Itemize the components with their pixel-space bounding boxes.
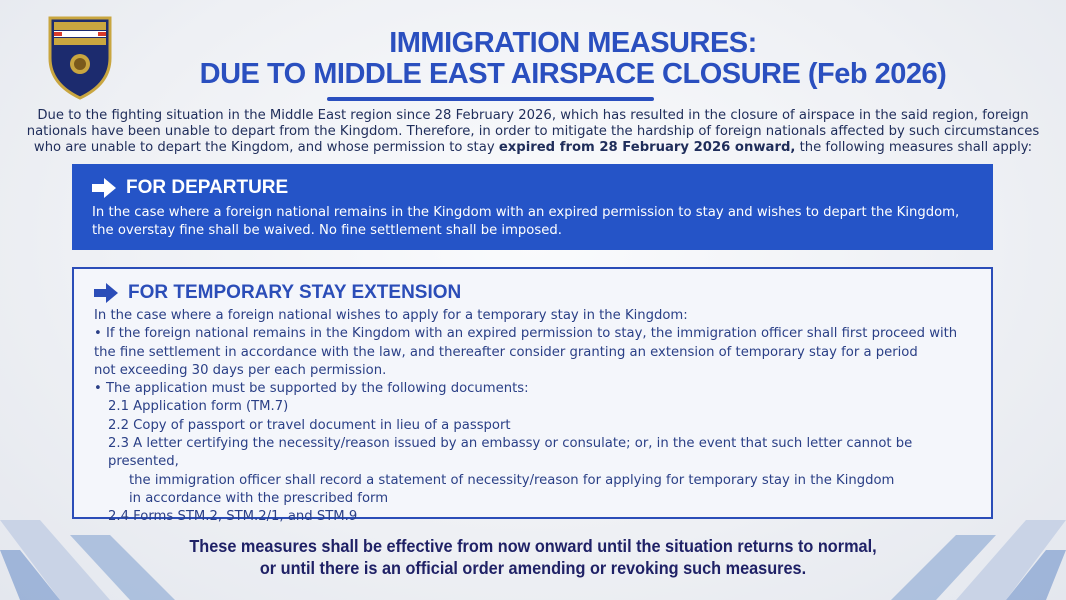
document-item: 2.1 Application form (TM.7) (108, 399, 289, 415)
extension-bullet: • The application must be supported by t… (94, 381, 529, 397)
extension-bullet: • If the foreign national remains in the… (94, 326, 958, 342)
document-item-cont: the immigration officer shall record a s… (129, 472, 895, 488)
document-item: 2.3 A letter certifying the necessity/re… (108, 436, 913, 470)
document-item: 2.4 Forms STM.2, STM.2/1, and STM.9 (108, 509, 358, 525)
title-underline (327, 97, 654, 101)
extension-line: the fine settlement in accordance with t… (94, 344, 918, 360)
footer-line2: or until there is an official order amen… (259, 558, 807, 578)
footer-note: These measures shall be effective from n… (37, 535, 1028, 579)
extension-line: not exceeding 30 days per each permissio… (94, 362, 387, 378)
intro-text: Due to the fighting situation in the Mid… (26, 108, 1040, 155)
extension-heading: FOR TEMPORARY STAY EXTENSION (128, 282, 462, 303)
arrow-right-icon (92, 178, 116, 198)
departure-section: FOR DEPARTURE In the case where a foreig… (72, 164, 993, 250)
extension-section: FOR TEMPORARY STAY EXTENSION In the case… (72, 267, 993, 524)
departure-heading: FOR DEPARTURE (126, 177, 289, 198)
document-item-cont: in accordance with the prescribed form (129, 490, 389, 506)
departure-body: In the case where a foreign national rem… (92, 205, 960, 238)
decorative-stripes-left (0, 520, 175, 600)
arrow-right-icon (94, 283, 118, 303)
document-item: 2.2 Copy of passport or travel document … (108, 417, 511, 433)
intro-paragraph: Due to the fighting situation in the Mid… (12, 108, 1054, 156)
page-title-line1: IMMIGRATION MEASURES: (389, 27, 757, 59)
decorative-stripes-right (891, 520, 1066, 600)
intro-bold-text: expired from 28 February 2026 onward, (498, 140, 796, 155)
royal-thai-police-logo (48, 16, 112, 100)
page-title-line2: DUE TO MIDDLE EAST AIRSPACE CLOSURE (Feb… (199, 58, 947, 90)
intro-text-end: the following measures shall apply: (795, 140, 1033, 155)
extension-line: In the case where a foreign national wis… (94, 308, 688, 323)
footer-line1: These measures shall be effective from n… (189, 536, 877, 556)
